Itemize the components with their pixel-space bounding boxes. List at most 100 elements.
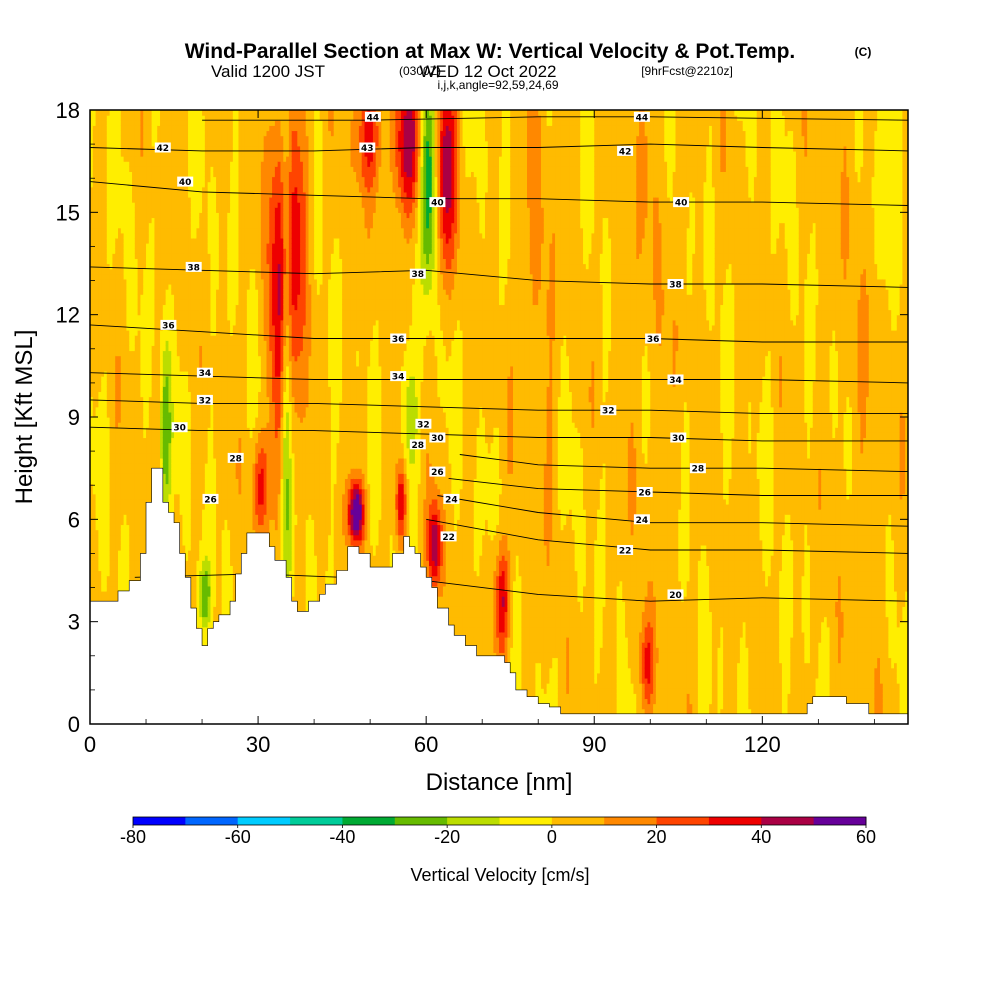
heatmap-cell: [148, 411, 153, 418]
heatmap-cell: [160, 186, 164, 193]
heatmap-cell: [98, 135, 102, 142]
heatmap-cell: [126, 110, 130, 116]
heatmap-cell: [118, 585, 122, 592]
heatmap-cell: [168, 422, 172, 428]
heatmap-cell: [129, 253, 133, 259]
heatmap-cell: [134, 243, 139, 249]
heatmap-cell: [112, 519, 116, 526]
heatmap-cell: [106, 457, 111, 464]
heatmap-cell: [126, 304, 130, 311]
heatmap-cell: [92, 345, 97, 352]
heatmap-cell: [109, 575, 114, 582]
heatmap-cell: [157, 314, 161, 321]
heatmap-cell: [101, 560, 105, 566]
heatmap-cell: [101, 161, 105, 167]
heatmap-cell: [109, 166, 114, 172]
heatmap-cell: [109, 370, 114, 377]
heatmap-cell: [129, 340, 133, 346]
heatmap-cell: [140, 340, 144, 346]
heatmap-cell: [162, 202, 167, 208]
heatmap-cell: [90, 427, 94, 433]
heatmap-cell: [168, 483, 172, 490]
heatmap-cell: [104, 340, 108, 346]
heatmap-cell: [98, 509, 102, 515]
heatmap-cell: [123, 335, 128, 341]
heatmap-cell: [112, 350, 116, 357]
heatmap-cell: [165, 135, 170, 142]
heatmap-cell: [95, 145, 99, 152]
heatmap-cell: [168, 232, 172, 239]
heatmap-cell: [160, 340, 164, 346]
heatmap-cell: [129, 294, 133, 300]
heatmap-cell: [162, 396, 167, 403]
heatmap-cell: [92, 524, 97, 531]
heatmap-cell: [146, 222, 150, 229]
heatmap-cell: [143, 529, 147, 536]
heatmap-cell: [132, 457, 136, 464]
heatmap-cell: [151, 212, 156, 219]
heatmap-cell: [98, 217, 102, 224]
heatmap-cell: [162, 473, 167, 479]
heatmap-cell: [160, 289, 164, 295]
heatmap-cell: [98, 452, 102, 459]
heatmap-cell: [134, 314, 139, 321]
heatmap-cell: [160, 406, 164, 413]
heatmap-cell: [162, 125, 167, 132]
heatmap-cell: [137, 227, 142, 234]
heatmap-cell: [162, 432, 167, 439]
heatmap-cell: [92, 140, 97, 147]
heatmap-cell: [168, 509, 172, 515]
heatmap-cell: [101, 442, 105, 449]
heatmap-cell: [109, 110, 114, 116]
heatmap-cell: [129, 335, 133, 341]
heatmap-cell: [160, 222, 164, 229]
heatmap-cell: [98, 417, 102, 423]
heatmap-cell: [120, 299, 125, 306]
heatmap-cell: [171, 452, 175, 459]
heatmap-cell: [118, 498, 122, 505]
heatmap-cell: [154, 309, 158, 316]
heatmap-cell: [129, 468, 133, 474]
heatmap-cell: [126, 570, 130, 577]
heatmap-cell: [112, 161, 116, 167]
heatmap-cell: [132, 243, 136, 249]
heatmap-cell: [157, 304, 161, 311]
heatmap-cell: [157, 437, 161, 444]
heatmap-cell: [148, 335, 153, 341]
heatmap-cell: [137, 452, 142, 459]
heatmap-cell: [134, 253, 139, 259]
heatmap-cell: [148, 253, 153, 259]
heatmap-cell: [168, 473, 172, 479]
heatmap-cell: [132, 110, 136, 116]
heatmap-cell: [101, 340, 105, 346]
heatmap-cell: [106, 263, 111, 270]
heatmap-cell: [132, 391, 136, 398]
heatmap-cell: [162, 304, 167, 311]
heatmap-cell: [92, 319, 97, 326]
heatmap-cell: [151, 263, 156, 270]
heatmap-cell: [98, 560, 102, 566]
heatmap-cell: [109, 529, 114, 536]
heatmap-cell: [160, 237, 164, 244]
heatmap-cell: [126, 560, 130, 566]
heatmap-cell: [120, 529, 125, 536]
heatmap-cell: [129, 473, 133, 479]
heatmap-cell: [120, 253, 125, 259]
heatmap-cell: [109, 150, 114, 157]
heatmap-cell: [123, 319, 128, 326]
heatmap-cell: [129, 186, 133, 193]
heatmap-cell: [118, 314, 122, 321]
heatmap-cell: [104, 176, 108, 183]
heatmap-cell: [132, 130, 136, 137]
heatmap-cell: [129, 483, 133, 490]
heatmap-cell: [90, 191, 94, 198]
heatmap-cell: [104, 207, 108, 213]
heatmap-cell: [146, 125, 150, 132]
heatmap-cell: [98, 335, 102, 341]
heatmap-cell: [106, 283, 111, 290]
heatmap-cell: [137, 544, 142, 551]
heatmap-cell: [148, 314, 153, 321]
heatmap-cell: [112, 442, 116, 449]
heatmap-cell: [129, 411, 133, 418]
heatmap-cell: [134, 519, 139, 526]
